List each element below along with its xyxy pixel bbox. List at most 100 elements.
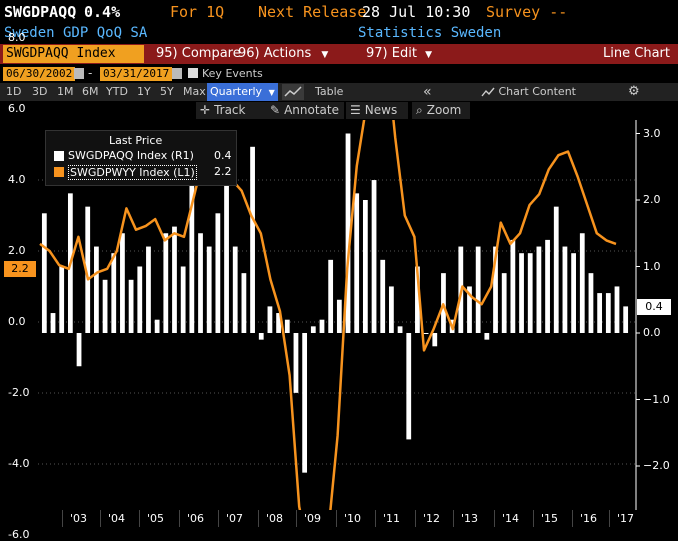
bar-28 bbox=[284, 319, 290, 333]
collapse-icon[interactable]: « bbox=[423, 84, 432, 100]
bar-30 bbox=[302, 333, 308, 473]
chart-canvas[interactable] bbox=[0, 120, 678, 510]
left-tick-label: -2.0 bbox=[8, 386, 30, 399]
bar-26 bbox=[267, 306, 273, 333]
period-5y[interactable]: 5Y bbox=[160, 85, 174, 98]
x-tick-separator bbox=[375, 510, 376, 527]
period-1y[interactable]: 1Y bbox=[137, 85, 151, 98]
data-source: Statistics Sweden bbox=[358, 25, 502, 41]
x-tick-label: '13 bbox=[461, 512, 479, 525]
legend[interactable]: Last Price SWGDPAQQ Index (R1) 0.4 SWGDP… bbox=[45, 130, 237, 186]
x-tick-separator bbox=[218, 510, 219, 527]
end-date-field[interactable]: 03/31/2017 bbox=[100, 67, 173, 81]
frequency-select[interactable]: Quarterly ▼ bbox=[207, 83, 278, 101]
x-tick-separator bbox=[62, 510, 63, 527]
bar-38 bbox=[371, 180, 377, 333]
chart-content-icon bbox=[481, 87, 495, 97]
period-1m[interactable]: 1M bbox=[57, 85, 74, 98]
legend-label-bar: SWGDPAQQ Index (R1) bbox=[68, 149, 194, 162]
right-tick-label: 2.0 bbox=[643, 193, 661, 206]
bar-32 bbox=[319, 319, 325, 333]
crosshair-icon: ✛ bbox=[200, 103, 211, 117]
chart-type-label[interactable]: Line Chart bbox=[603, 46, 670, 61]
annotate-button[interactable]: ✎ Annotate bbox=[266, 102, 344, 119]
edit-dropdown-icon: ▼ bbox=[425, 50, 432, 60]
survey-label: Survey -- bbox=[486, 3, 568, 21]
end-calendar-icon[interactable] bbox=[172, 68, 182, 79]
bar-7 bbox=[102, 279, 108, 333]
period-3d[interactable]: 3D bbox=[32, 85, 48, 98]
bar-8 bbox=[111, 253, 117, 333]
news-button[interactable]: ☰ News bbox=[346, 102, 408, 119]
pencil-icon: ✎ bbox=[270, 103, 281, 117]
x-tick-separator bbox=[572, 510, 573, 527]
table-toggle[interactable]: Table bbox=[315, 85, 344, 98]
bar-20 bbox=[215, 213, 221, 333]
bar-40 bbox=[389, 286, 394, 333]
chart-content-button[interactable]: Chart Content bbox=[481, 83, 576, 101]
bar-45 bbox=[432, 333, 438, 347]
date-range-bar: 06/30/2002 - 03/31/2017 Key Events bbox=[0, 65, 678, 83]
zoom-label: Zoom bbox=[426, 103, 462, 117]
bar-46 bbox=[441, 273, 446, 333]
frequency-dropdown-icon: ▼ bbox=[268, 88, 275, 97]
x-tick-separator bbox=[296, 510, 297, 527]
right-last-value-badge: 0.4 bbox=[637, 299, 671, 315]
bar-11 bbox=[137, 266, 143, 333]
legend-label-line: SWGDPWYY Index (L1) bbox=[68, 165, 197, 180]
track-button[interactable]: ✛ Track bbox=[196, 102, 276, 119]
compare-button[interactable]: 95) Compare bbox=[156, 46, 241, 61]
start-calendar-icon[interactable] bbox=[74, 68, 84, 79]
zoom-icon: ⌕ bbox=[416, 103, 423, 117]
gear-icon[interactable]: ⚙ bbox=[628, 84, 640, 99]
bar-10 bbox=[128, 279, 134, 333]
line-chart-icon[interactable] bbox=[282, 83, 304, 101]
period-max[interactable]: Max bbox=[183, 85, 206, 98]
bar-15 bbox=[172, 226, 177, 333]
bar-51 bbox=[484, 333, 490, 340]
x-tick-separator bbox=[139, 510, 140, 527]
bar-60 bbox=[562, 246, 568, 333]
x-tick-label: '17 bbox=[617, 512, 635, 525]
bar-9 bbox=[120, 233, 125, 333]
bar-39 bbox=[380, 259, 386, 333]
zoom-button[interactable]: ⌕ Zoom bbox=[412, 102, 470, 119]
right-tick-label: 0.0 bbox=[643, 326, 661, 339]
edit-button[interactable]: 97) Edit ▼ bbox=[366, 44, 432, 64]
x-tick-label: '03 bbox=[70, 512, 88, 525]
bar-44 bbox=[423, 333, 429, 334]
bar-33 bbox=[328, 259, 334, 333]
bar-42 bbox=[406, 333, 412, 440]
actions-button[interactable]: 96) Actions ▼ bbox=[238, 44, 328, 64]
left-tick-label: -4.0 bbox=[8, 457, 30, 470]
x-tick-label: '06 bbox=[187, 512, 205, 525]
bar-41 bbox=[397, 326, 403, 333]
period-1d[interactable]: 1D bbox=[6, 85, 22, 98]
last-value: 0.4% bbox=[84, 3, 121, 21]
bar-35 bbox=[345, 133, 351, 333]
annotate-label: Annotate bbox=[284, 103, 339, 117]
bar-65 bbox=[605, 293, 611, 333]
bar-43 bbox=[415, 266, 420, 333]
x-tick-separator bbox=[336, 510, 337, 527]
period-6m[interactable]: 6M bbox=[82, 85, 99, 98]
bar-0 bbox=[41, 213, 47, 333]
ticker-label: SWGDPAQQ bbox=[4, 3, 77, 21]
left-tick-label: 8.0 bbox=[8, 31, 26, 44]
edit-label: 97) Edit bbox=[366, 46, 417, 61]
x-tick-label: '05 bbox=[147, 512, 165, 525]
bar-17 bbox=[189, 166, 195, 333]
key-events-checkbox[interactable] bbox=[188, 68, 198, 78]
bar-24 bbox=[250, 146, 255, 333]
ticker-input[interactable]: SWGDPAQQ Index bbox=[3, 45, 144, 63]
bar-62 bbox=[579, 233, 585, 333]
news-label: News bbox=[364, 103, 398, 117]
bar-4 bbox=[76, 333, 82, 367]
bar-59 bbox=[553, 206, 559, 333]
right-tick-label: 1.0 bbox=[643, 259, 661, 273]
start-date-field[interactable]: 06/30/2002 bbox=[3, 67, 76, 81]
news-icon: ☰ bbox=[350, 103, 361, 117]
x-tick-separator bbox=[100, 510, 101, 527]
period-ytd[interactable]: YTD bbox=[106, 85, 128, 98]
gdp-yoy-line bbox=[39, 120, 617, 510]
